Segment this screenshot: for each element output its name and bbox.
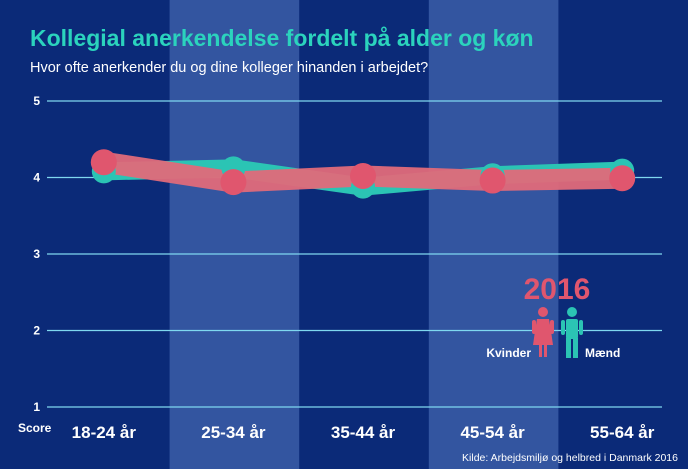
column-band xyxy=(428,0,559,469)
gridlines xyxy=(47,100,662,408)
x-tick-label: 35-44 år xyxy=(331,423,396,442)
x-tick-label: 55-64 år xyxy=(590,423,655,442)
y-tick-label: 3 xyxy=(33,247,40,261)
data-point-kvinder xyxy=(350,162,376,189)
y-tick-label: 2 xyxy=(33,324,40,338)
series-group xyxy=(90,149,636,199)
y-tick-label: 5 xyxy=(33,94,40,108)
data-point-kvinder xyxy=(609,165,636,192)
source-note: Kilde: Arbejdsmiljø og helbred i Danmark… xyxy=(462,452,678,464)
alternate-column-bands xyxy=(169,0,559,469)
woman-icon xyxy=(532,307,554,357)
data-point-kvinder xyxy=(220,169,247,196)
y-axis-label: Score xyxy=(18,421,52,435)
x-axis-tick-labels: 18-24 år 25-34 år 35-44 år 45-54 år 55-64 år xyxy=(72,423,655,442)
y-axis-tick-labels: 1 2 3 4 5 xyxy=(33,94,40,414)
y-tick-label: 4 xyxy=(33,171,40,185)
x-tick-label: 25-34 år xyxy=(201,423,266,442)
y-tick-label: 1 xyxy=(33,400,40,414)
legend: 2016 Kvinder Mænd xyxy=(486,273,620,360)
man-icon xyxy=(561,307,583,358)
chart-title: Kollegial anerkendelse fordelt på alder … xyxy=(30,25,534,51)
legend-label-men: Mænd xyxy=(585,346,620,360)
chart-subtitle: Hvor ofte anerkender du og dine kolleger… xyxy=(30,60,428,76)
data-point-kvinder xyxy=(479,167,506,194)
x-tick-label: 45-54 år xyxy=(460,423,525,442)
legend-label-women: Kvinder xyxy=(486,346,531,360)
column-band xyxy=(169,0,300,469)
x-tick-label: 18-24 år xyxy=(72,423,137,442)
data-point-kvinder xyxy=(90,149,117,176)
legend-year: 2016 xyxy=(524,273,591,306)
